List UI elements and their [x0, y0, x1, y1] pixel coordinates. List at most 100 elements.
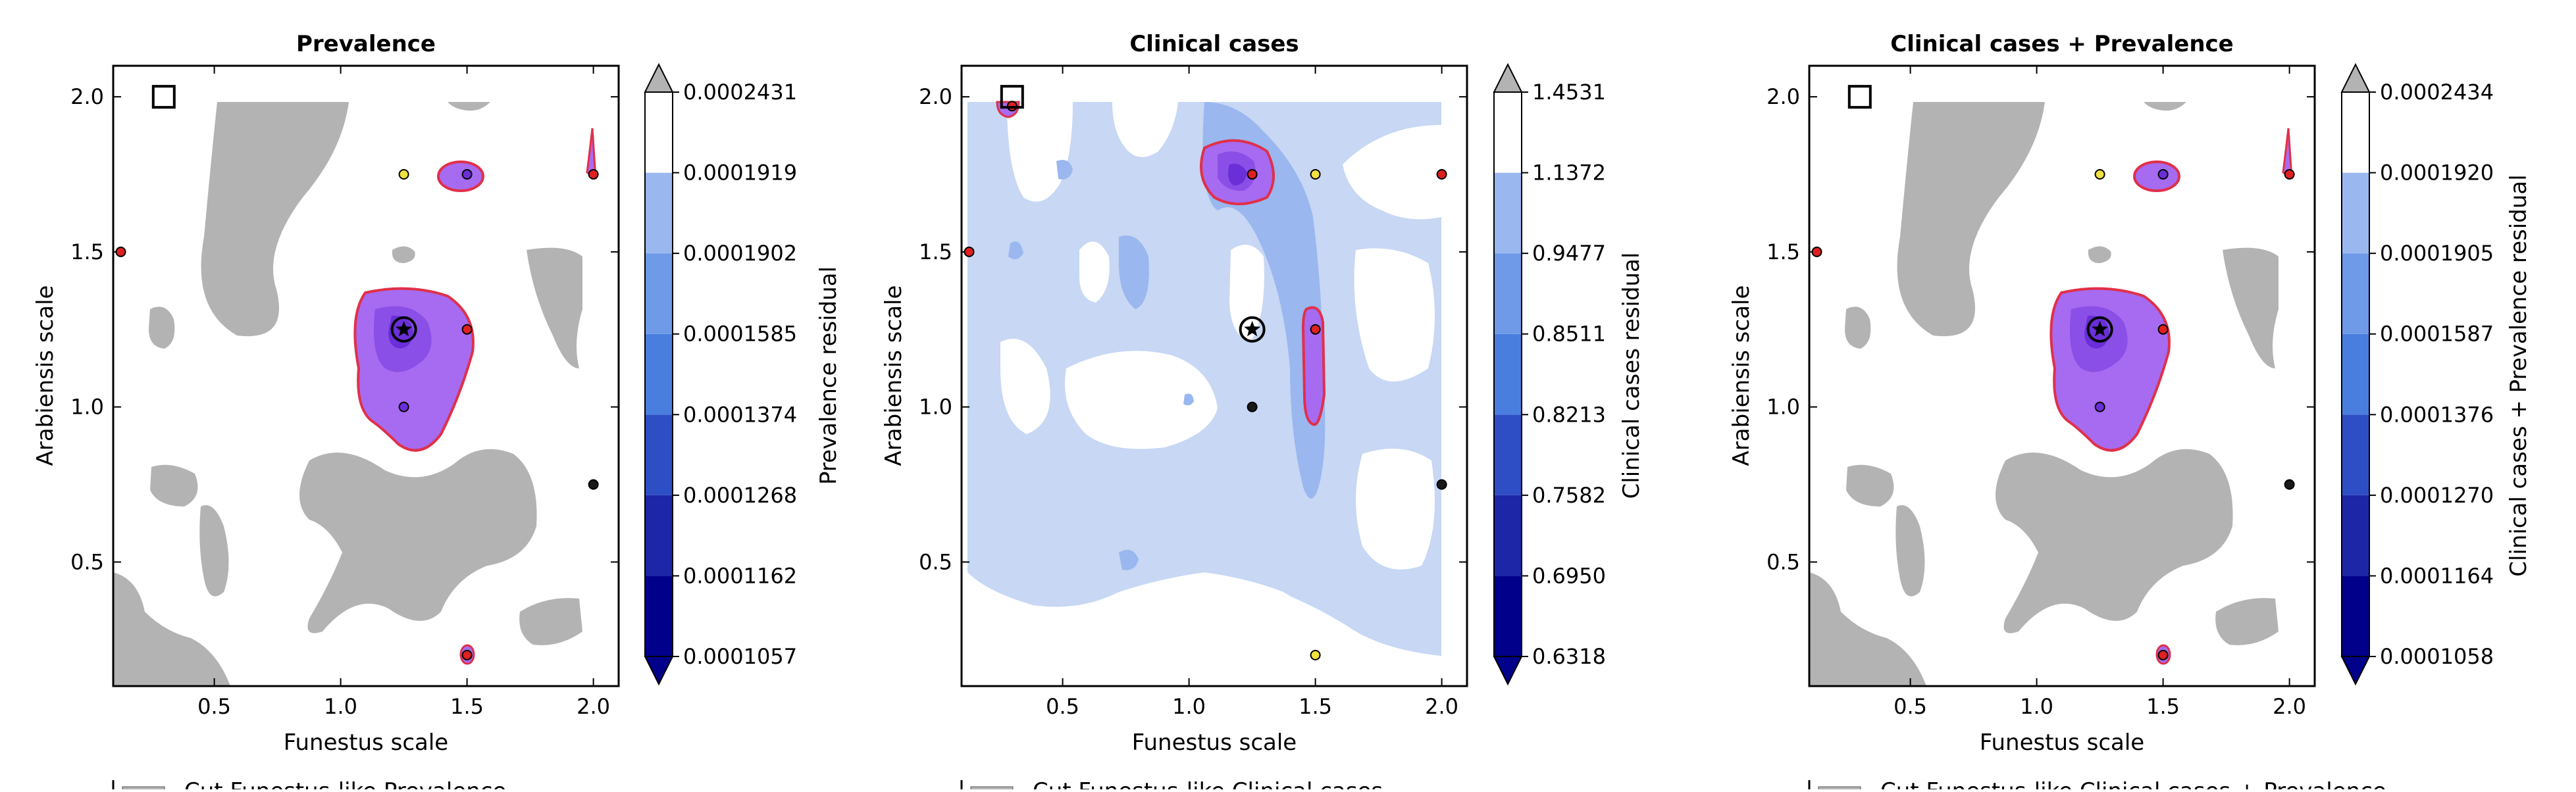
- gray-region-left-dot: [1846, 464, 1894, 507]
- legend-swatch: [1818, 786, 1861, 792]
- purple-region-small: [437, 161, 484, 192]
- legend-prevalence: Cut Funestus-like Prevalence: [112, 778, 506, 792]
- x-tick-label: 2.0: [2273, 694, 2306, 719]
- colorbar-segment: [645, 172, 673, 254]
- gray-region-bottom-right: [519, 598, 582, 645]
- colorbar-label: Prevalence residual: [815, 266, 842, 485]
- white-hole-center: [1112, 102, 1178, 157]
- colorbar-label: Clinical cases residual: [1618, 253, 1645, 499]
- plot-frame: [960, 64, 1468, 687]
- x-axis-label: Funestus scale: [1980, 730, 2144, 756]
- colorbar-segment: [2342, 414, 2369, 495]
- colorbar-tick-label: 0.6950: [1532, 563, 1606, 588]
- colorbar-tick-label: 0.9477: [1532, 241, 1606, 266]
- x-tick-label: 0.5: [197, 694, 231, 719]
- legend-text: Cut Funestus-like Prevalence: [184, 778, 506, 789]
- data-point-marker: [461, 324, 473, 335]
- colorbar-tick-label: 0.0001585: [683, 322, 797, 347]
- gray-region-top-right-notch: [448, 102, 490, 111]
- gray-region-top-center: [201, 102, 349, 337]
- gray-region-center-large: [299, 449, 537, 633]
- purple-region-top-core: [1228, 163, 1247, 186]
- gray-region-top-center: [1897, 102, 2045, 337]
- y-axis-label: Arabiensis scale: [1728, 285, 1755, 466]
- white-hole-left: [1007, 102, 1073, 202]
- x-tick-label: 2.0: [577, 694, 610, 719]
- purple-region-edge-sliver: [586, 128, 597, 180]
- data-point-marker: [1310, 169, 1321, 180]
- colorbar-tick-label: 0.6318: [1532, 644, 1606, 669]
- white-hole-lower-center: [1065, 351, 1218, 449]
- x-tick-label: 1.5: [450, 694, 484, 719]
- data-point-marker: [115, 246, 126, 257]
- best-point-circle-marker: [2086, 316, 2113, 343]
- data-point-marker: [2157, 649, 2169, 660]
- white-hole-mid-left: [1079, 241, 1110, 303]
- purple-region-vertical: [1301, 306, 1326, 426]
- colorbar-tick-label: 0.0001919: [683, 161, 797, 186]
- colorbar-tick-label: 0.0001270: [2380, 483, 2494, 508]
- gray-region-left-blob: [1845, 307, 1871, 349]
- colorbar-segment: [645, 576, 673, 656]
- colorbar-tick-label: 0.8213: [1532, 402, 1606, 427]
- colorbar-tick-label: 0.8511: [1532, 322, 1606, 347]
- colorbar-segment: [2342, 172, 2369, 254]
- gray-region-bottom-left: [1809, 572, 1926, 686]
- gray-region-left-strip: [1895, 505, 1925, 597]
- best-point-circle-marker: [390, 316, 417, 343]
- colorbar-extend-bottom: [1493, 656, 1523, 686]
- colorbar-segment: [2342, 576, 2369, 656]
- data-point-marker: [964, 246, 975, 257]
- y-axis-label: Arabiensis scale: [881, 285, 907, 466]
- colorbar-segment: [2342, 253, 2369, 334]
- panel-combined: Clinical cases + Prevalence 0.5 1.0 1.5 2.0…: [1728, 31, 2532, 756]
- colorbar-segment: [2342, 334, 2369, 415]
- colorbar-tick-label: 1.4531: [1532, 80, 1606, 105]
- y-tick-label: 1.0: [1766, 395, 1800, 420]
- x-tick-label: 1.0: [324, 694, 357, 719]
- colorbar-extend-bottom: [2340, 656, 2371, 686]
- colorbar-frame: [1493, 91, 1522, 657]
- y-axis: 0.5 1.0 1.5 2.0: [70, 84, 619, 574]
- colorbar-extend-top: [1493, 62, 1523, 93]
- panel-title: Clinical cases: [1129, 31, 1299, 57]
- gray-region-center-dot: [2088, 246, 2111, 263]
- white-hole-right-top: [1343, 125, 1441, 220]
- white-band-top: [1809, 66, 2315, 102]
- colorbar-tick-label: 0.0001164: [2380, 563, 2494, 588]
- y-tick-label: 1.5: [919, 239, 952, 264]
- x-axis: 0.5 1.0 1.5 2.0: [197, 66, 610, 719]
- y-tick-label: 1.5: [1766, 239, 1800, 264]
- data-point-marker: [398, 169, 409, 180]
- colorbar-segment: [2342, 495, 2369, 576]
- markers: [1811, 85, 2295, 660]
- data-point-marker: [588, 479, 599, 490]
- blue-spot-3: [1119, 235, 1149, 309]
- y-tick-label: 1.5: [70, 239, 104, 264]
- x-tick-label: 0.5: [1046, 694, 1079, 719]
- colorbar-tick-label: 0.0001162: [683, 563, 797, 588]
- x-tick-label: 2.0: [1425, 694, 1458, 719]
- legend-swatch: [970, 786, 1014, 792]
- colorbar-segment: [645, 92, 673, 173]
- best-point-circle-marker: [1239, 316, 1266, 343]
- colorbar-frame: [2341, 91, 2370, 657]
- data-point-marker: [2094, 401, 2105, 412]
- data-point-marker: [2157, 324, 2169, 335]
- colorbar-segment: [645, 414, 673, 495]
- gray-region-left-blob: [149, 307, 175, 349]
- colorbar-tick-label: 0.0001374: [683, 402, 797, 427]
- x-axis-label: Funestus scale: [284, 730, 448, 756]
- x-tick-label: 0.5: [1893, 694, 1927, 719]
- y-tick-label: 1.0: [70, 395, 104, 420]
- colorbar-extend-top: [644, 62, 674, 93]
- gray-region-bottom-left: [113, 572, 230, 686]
- panel-title: Clinical cases + Prevalence: [1890, 31, 2234, 57]
- colorbar: 0.0001057 0.0001162 0.0001268 0.0001374 0.00…: [644, 62, 797, 686]
- reference-square-marker: [1847, 85, 1872, 109]
- colorbar-segment: [1494, 334, 1522, 415]
- colorbar-segment: [645, 253, 673, 334]
- data-point-marker: [1436, 479, 1447, 490]
- panel-clinical-cases: Clinical cases 0.5 1: [881, 31, 1645, 756]
- gray-region-right: [527, 247, 582, 368]
